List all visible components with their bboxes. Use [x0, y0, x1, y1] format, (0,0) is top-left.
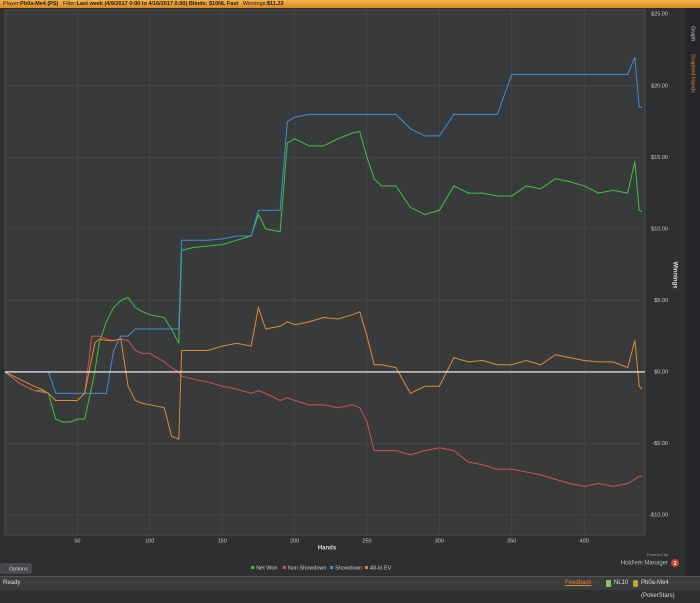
y-tick-label: $10.00 [651, 226, 668, 232]
series-line [4, 335, 643, 487]
powered-by: Powered by [647, 552, 668, 557]
legend-label: Showdown [335, 565, 362, 571]
limit-icon [606, 580, 611, 587]
filter-label: Filter: [62, 1, 77, 7]
legend-label: Net Won [256, 565, 277, 571]
series-line [4, 131, 643, 423]
series-line [5, 57, 643, 394]
x-tick-label: 150 [218, 538, 227, 544]
feedback-link[interactable]: Feedback [565, 580, 592, 586]
x-tick-label: 100 [145, 538, 154, 544]
legend-label: All-In EV [370, 565, 392, 571]
player: Pb0a-Me4 (PS) [20, 1, 59, 7]
x-axis-title: Hands [318, 546, 337, 552]
y-tick-label: $25.00 [651, 12, 668, 18]
winnings: $11.23 [266, 1, 284, 7]
status-bar: Ready Feedback NL10 Pb0a-Me4 (PokerStars… [0, 576, 700, 599]
player-label: Player: [3, 1, 21, 7]
x-tick-label: 250 [362, 538, 371, 544]
series-line [4, 305, 643, 440]
y-tick-label: -$10.00 [649, 512, 668, 518]
x-tick-label: 300 [435, 538, 444, 544]
sidebar-tab[interactable]: Graphed Hands [690, 54, 696, 93]
x-tick-label: 350 [507, 538, 516, 544]
y-tick-label: $20.00 [651, 83, 668, 89]
graph-panel: Graph Graphed Hands Winnings Hands Optio… [0, 8, 700, 576]
legend-swatch [330, 566, 334, 569]
legend-swatch [251, 566, 255, 569]
options-button[interactable] [0, 563, 32, 574]
y-tick-label: $0.00 [654, 369, 668, 375]
limit[interactable]: NL10 [614, 580, 629, 586]
x-tick-label: 400 [580, 538, 589, 544]
sidebar [685, 8, 700, 576]
account[interactable]: Pb0a-Me4 (PokerStars) [641, 580, 675, 599]
status-text: Ready [3, 580, 21, 586]
y-tick-label: $5.00 [654, 298, 668, 304]
brand: Hold'em Manager [621, 561, 668, 567]
legend-swatch [364, 566, 368, 569]
winnings-label: Winnings: [242, 1, 267, 7]
x-tick-label: 200 [290, 538, 299, 544]
legend-swatch [282, 566, 286, 569]
brand-badge-text: 2 [673, 561, 676, 567]
header-bar: Player:Pb0a-Me4 (PS) Filter:Last week (4… [0, 0, 700, 8]
account-icon [633, 580, 638, 587]
filter: Last week (4/9/2017 0:00 to 4/16/2017 0:… [76, 1, 239, 7]
y-tick-label: -$5.00 [652, 441, 668, 447]
brand-badge [671, 559, 679, 567]
options-label[interactable]: Options [9, 566, 28, 572]
y-axis-title: Winnings [671, 262, 677, 290]
plot-area [4, 9, 646, 536]
sidebar-tab[interactable]: Graph [690, 26, 696, 41]
y-tick-label: $15.00 [651, 155, 668, 161]
x-tick-label: 50 [74, 538, 80, 544]
legend-label: Non Showdown [288, 565, 327, 571]
